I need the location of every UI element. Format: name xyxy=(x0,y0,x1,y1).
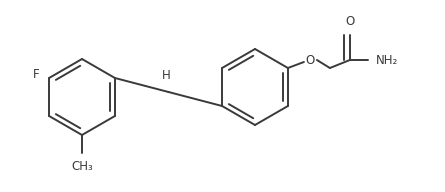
Text: H: H xyxy=(162,69,171,82)
Text: NH₂: NH₂ xyxy=(376,54,398,66)
Text: F: F xyxy=(33,69,40,81)
Text: O: O xyxy=(345,15,355,28)
Text: O: O xyxy=(305,54,315,66)
Text: CH₃: CH₃ xyxy=(71,160,93,173)
